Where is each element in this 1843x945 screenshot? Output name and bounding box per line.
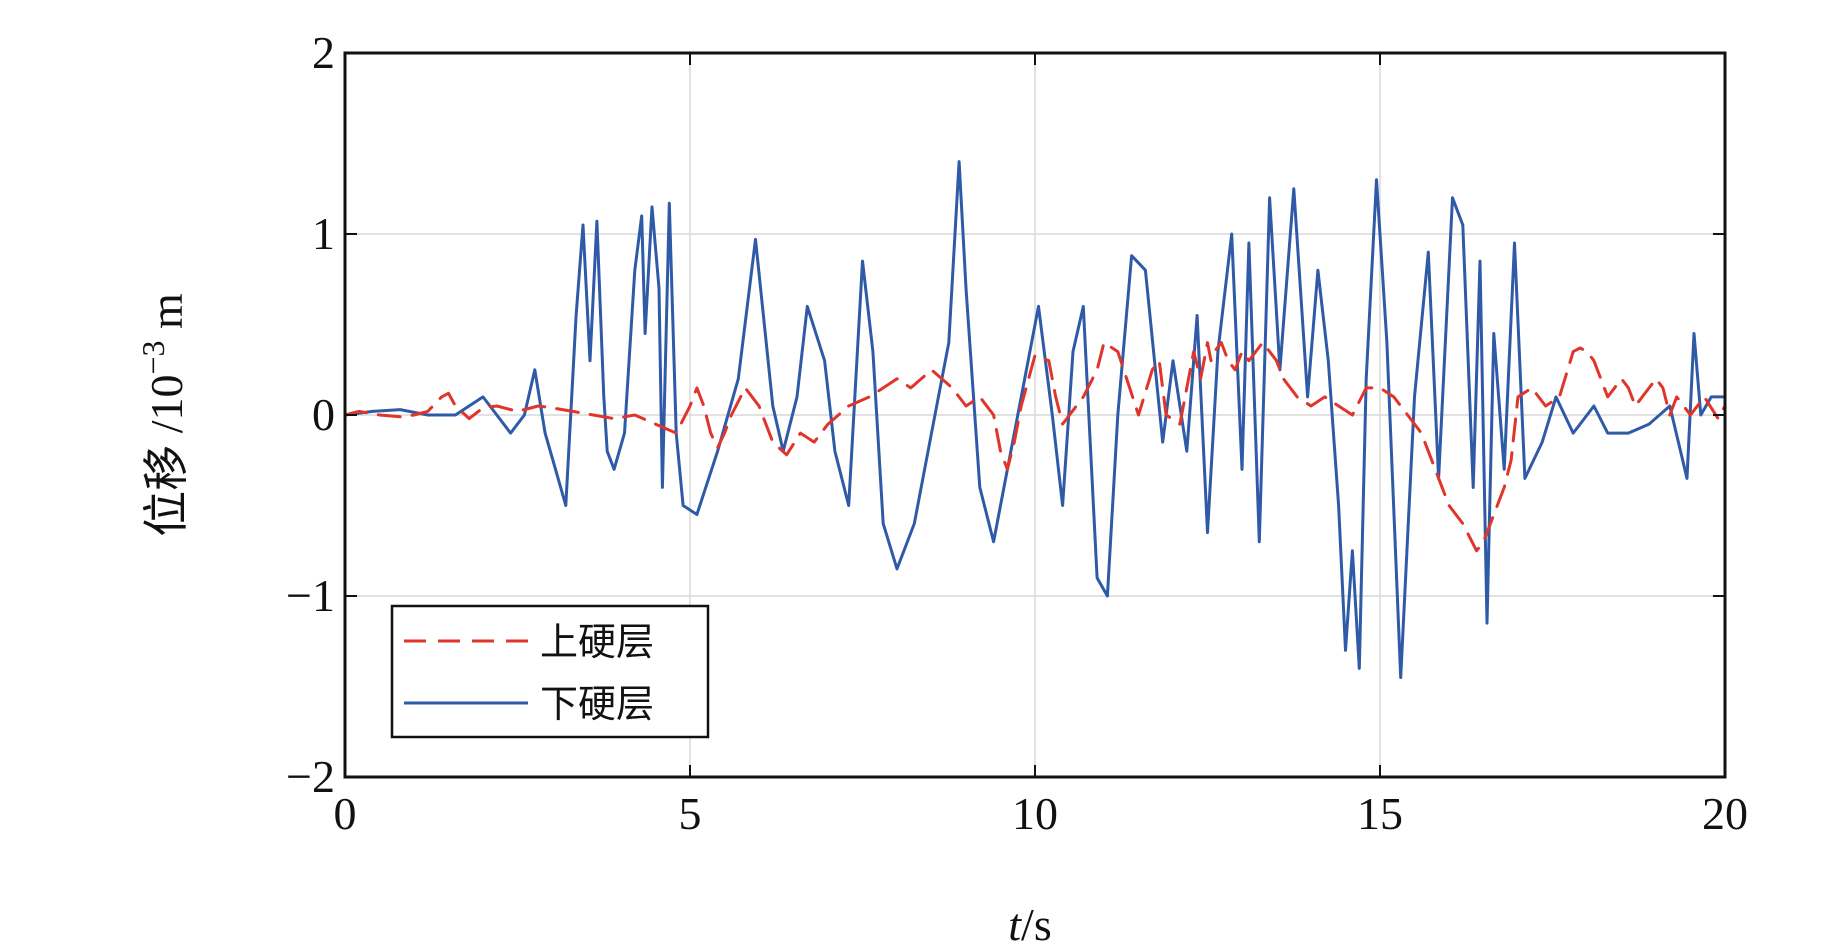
y-axis-label-exponent: −3 (135, 340, 171, 374)
x-axis-label: t/s (1008, 899, 1051, 945)
axis-ticks (344, 52, 1726, 778)
legend-box (390, 604, 710, 739)
y-tick-label: 2 (312, 27, 335, 78)
series-lines (343, 160, 1727, 679)
y-tick-label: −1 (286, 570, 335, 621)
x-tick-label: 0 (334, 788, 357, 839)
series-line-upper-layer (343, 341, 1727, 553)
y-tick-label: −2 (286, 751, 335, 802)
y-tick-label: 1 (312, 208, 335, 259)
y-axis-label: 位移 /10−3 m (135, 293, 192, 537)
x-tick-label: 20 (1702, 788, 1748, 839)
x-tick-label: 5 (679, 788, 702, 839)
y-tick-labels: −2 −1 0 1 2 (286, 27, 335, 802)
legend-label-lower-layer: 下硬层 (540, 682, 654, 726)
x-tick-label: 15 (1357, 788, 1403, 839)
grid-lines (345, 53, 1725, 777)
y-axis-label-prefix: 位移 /10 (141, 375, 192, 537)
legend-label-upper-layer: 上硬层 (540, 620, 654, 664)
x-tick-label: 10 (1012, 788, 1058, 839)
legend: 上硬层 下硬层 (390, 604, 710, 739)
y-tick-label: 0 (312, 389, 335, 440)
x-tick-labels: 0 5 10 15 20 (334, 788, 1749, 839)
y-axis-label-unit: m (141, 293, 192, 341)
series-line-lower-layer (343, 160, 1727, 679)
